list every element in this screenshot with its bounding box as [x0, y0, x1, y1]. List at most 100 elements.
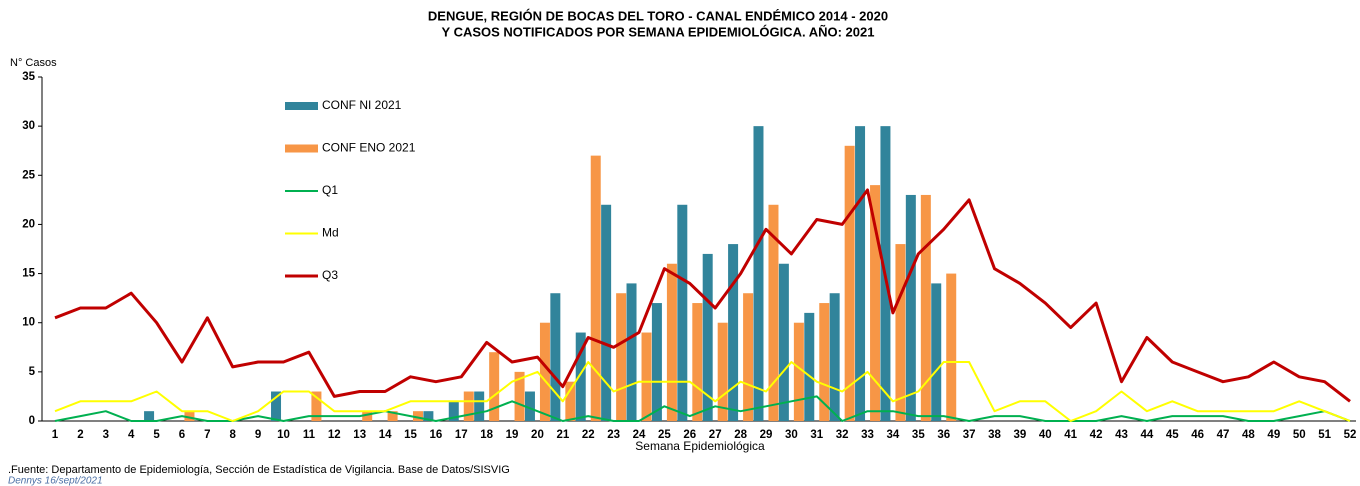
x-tick-label: 26: [683, 429, 696, 441]
x-tick-label: 16: [429, 429, 442, 441]
bar: [753, 126, 764, 422]
x-tick-label: 48: [1242, 429, 1255, 441]
bar: [626, 283, 637, 421]
bar: [144, 411, 155, 421]
x-tick-label: 1: [52, 429, 59, 441]
x-tick-label: 41: [1064, 429, 1077, 441]
bar: [311, 391, 322, 421]
x-tick-label: 17: [455, 429, 468, 441]
line: [54, 188, 1351, 403]
x-tick-label: 49: [1267, 429, 1280, 441]
legend-swatch: [285, 144, 318, 153]
x-tick-label: 36: [937, 429, 950, 441]
x-tick-label: 2: [77, 429, 83, 441]
x-tick-label: 40: [1039, 429, 1052, 441]
bar: [489, 352, 500, 421]
x-tick-label: 34: [887, 429, 900, 441]
x-tick-label: 28: [734, 429, 747, 441]
x-tick-label: 42: [1090, 429, 1103, 441]
bar: [677, 204, 688, 421]
bar: [870, 185, 881, 421]
bar: [184, 411, 195, 421]
bar: [575, 332, 586, 421]
x-tick-label: 35: [912, 429, 925, 441]
x-tick-label: 7: [204, 429, 210, 441]
x-tick-label: 33: [861, 429, 874, 441]
x-tick-label: 47: [1217, 429, 1230, 441]
legend-label: Md: [322, 226, 339, 240]
x-tick-label: 23: [607, 429, 620, 441]
x-tick-label: 4: [128, 429, 135, 441]
x-tick-label: 22: [582, 429, 595, 441]
y-tick-label: 35: [22, 71, 35, 83]
bar: [804, 312, 815, 421]
bar: [550, 293, 561, 421]
x-tick-label: 38: [988, 429, 1001, 441]
y-tick-label: 20: [22, 218, 35, 230]
bar: [524, 391, 535, 421]
x-tick-label: 5: [153, 429, 160, 441]
bar: [641, 332, 652, 421]
x-tick-label: 12: [328, 429, 341, 441]
bar: [829, 293, 840, 421]
bar: [895, 244, 906, 421]
x-tick-label: 45: [1166, 429, 1179, 441]
legend-label: CONF ENO 2021: [322, 141, 416, 155]
x-tick-label: 10: [277, 429, 290, 441]
y-tick-label: 5: [29, 366, 36, 378]
bar: [931, 283, 942, 421]
bar: [514, 371, 525, 421]
x-tick-label: 52: [1344, 429, 1357, 441]
x-tick-label: 21: [556, 429, 569, 441]
x-tick-label: 11: [303, 429, 316, 441]
bar: [793, 322, 804, 421]
bar: [590, 155, 601, 421]
x-tick-label: 46: [1191, 429, 1204, 441]
x-tick-label: 37: [963, 429, 976, 441]
legend-label: Q3: [322, 268, 338, 282]
x-tick-label: 29: [760, 429, 773, 441]
x-tick-label: 50: [1293, 429, 1306, 441]
bar: [692, 303, 703, 421]
x-tick-label: 13: [353, 429, 366, 441]
x-tick-label: 8: [230, 429, 237, 441]
bar: [702, 253, 713, 421]
x-tick-label: 3: [103, 429, 109, 441]
x-tick-label: 31: [810, 429, 823, 441]
bar: [539, 322, 550, 421]
bar: [717, 322, 728, 421]
bar: [905, 194, 916, 421]
x-tick-label: 18: [480, 429, 493, 441]
bar: [651, 303, 662, 421]
bar: [844, 145, 855, 422]
x-tick-label: 19: [506, 429, 519, 441]
x-tick-label: 24: [633, 429, 646, 441]
author: Dennys 16/sept/2021: [8, 476, 103, 486]
y-tick-label: 30: [22, 120, 35, 132]
bar: [855, 126, 866, 422]
y-tick-label: 0: [29, 415, 35, 427]
y-axis-label: N° Casos: [10, 57, 57, 69]
legend-label: CONF NI 2021: [322, 98, 402, 112]
bar: [616, 293, 627, 421]
bar: [463, 391, 474, 421]
x-tick-label: 15: [404, 429, 417, 441]
bar: [387, 411, 398, 421]
x-tick-label: 30: [785, 429, 798, 441]
bar: [448, 401, 459, 421]
chart-title: DENGUE, REGIÓN DE BOCAS DEL TORO - CANAL…: [428, 8, 888, 23]
x-tick-label: 32: [836, 429, 849, 441]
y-tick-label: 10: [22, 317, 35, 329]
source: .Fuente: Departamento de Epidemiología, …: [8, 464, 510, 476]
x-tick-label: 14: [379, 429, 392, 441]
x-tick-label: 44: [1140, 429, 1153, 441]
line: [54, 395, 1351, 422]
bar: [271, 391, 282, 421]
bar: [362, 411, 373, 421]
x-tick-label: 6: [179, 429, 185, 441]
bar: [768, 204, 779, 421]
bar: [819, 303, 830, 421]
legend-swatch: [285, 102, 318, 110]
bar: [666, 263, 677, 421]
x-axis-label: Semana Epidemiológica: [635, 439, 765, 453]
